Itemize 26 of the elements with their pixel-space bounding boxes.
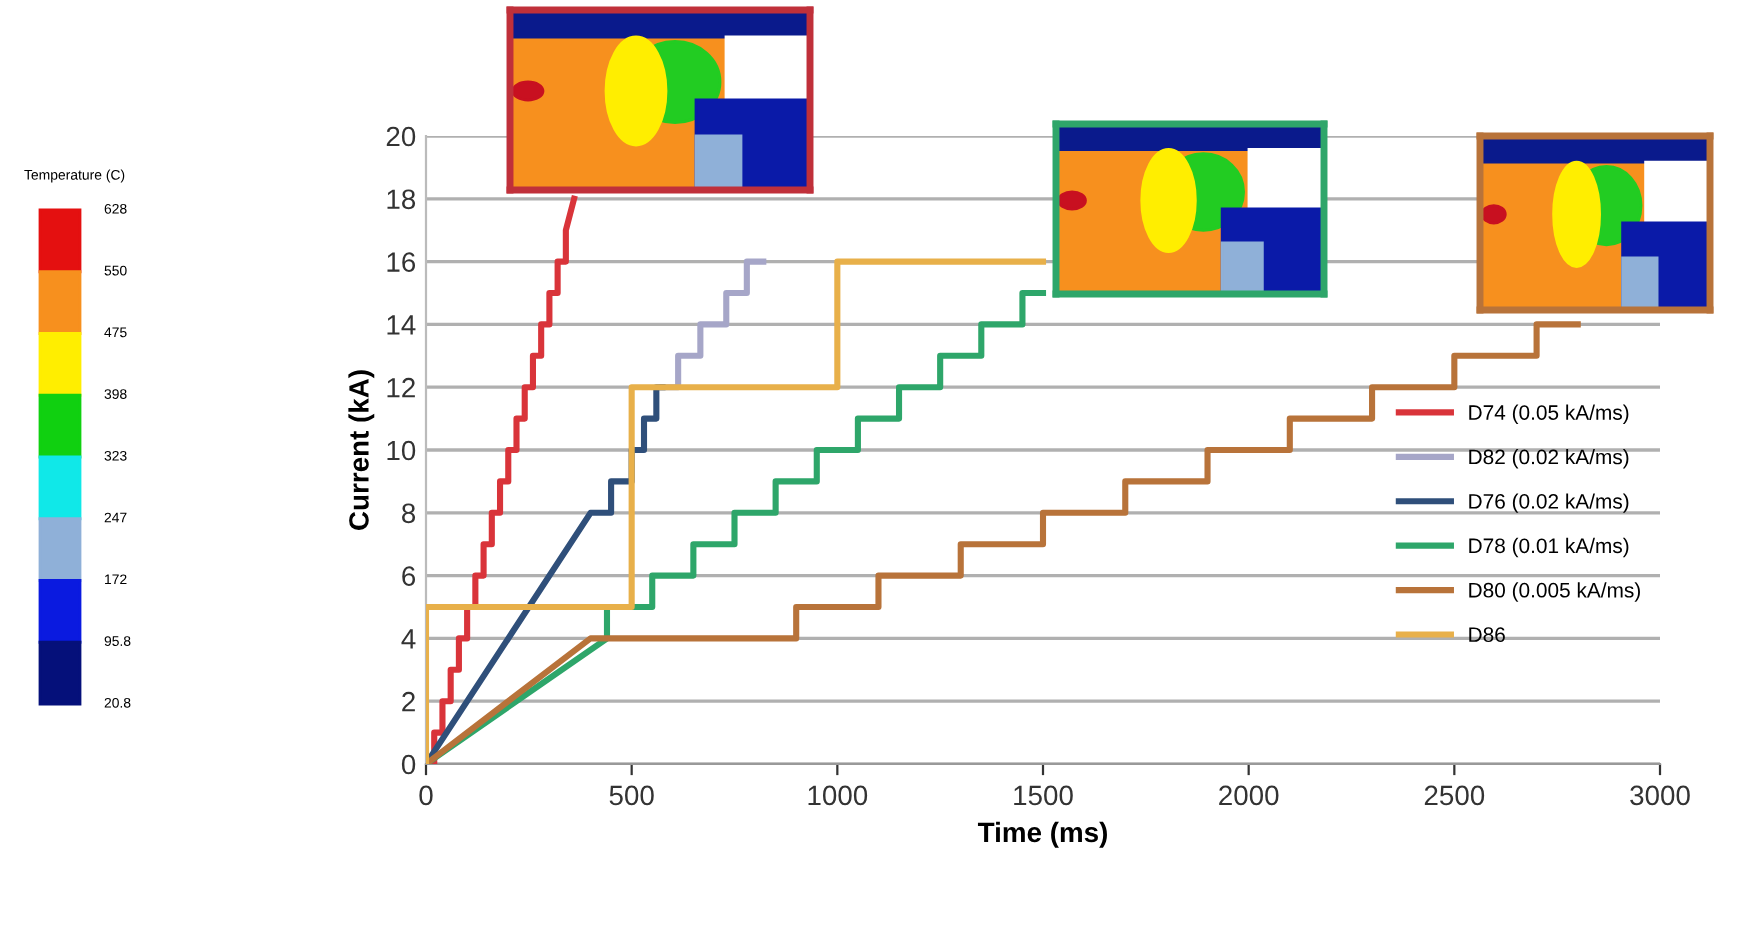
y-tick-label: 2 bbox=[402, 691, 415, 712]
legend-label: D76 (0.02 kA/ms) bbox=[1469, 493, 1629, 513]
x-tick-label: 1000 bbox=[808, 785, 868, 806]
legend-label: D74 (0.05 kA/ms) bbox=[1469, 404, 1629, 425]
x-tick-label: 2000 bbox=[1219, 785, 1279, 806]
y-tick-label: 4 bbox=[401, 629, 416, 649]
legend-label: D78 (0.01 kA/ms) bbox=[1469, 537, 1629, 558]
x-tick-label: 1500 bbox=[1014, 785, 1073, 806]
y-tick-label: 20 bbox=[386, 126, 416, 147]
y-tick-label: 12 bbox=[387, 377, 415, 398]
legend-label: D82 (0.02 kA/ms) bbox=[1469, 449, 1629, 469]
legend-label: D86 bbox=[1469, 627, 1505, 642]
y-tick-label: 14 bbox=[387, 315, 416, 335]
y-tick-label: 10 bbox=[387, 440, 416, 461]
x-tick-label: 3000 bbox=[1630, 785, 1690, 806]
y-axis-title: Current (kA) bbox=[348, 370, 375, 530]
y-tick-label: 6 bbox=[402, 566, 416, 586]
y-tick-label: 0 bbox=[401, 754, 416, 775]
x-axis-title: Time (ms) bbox=[977, 821, 1107, 848]
x-tick-label: 0 bbox=[419, 785, 433, 806]
x-tick-label: 500 bbox=[609, 785, 654, 806]
y-tick-label: 8 bbox=[402, 503, 416, 524]
legend-label: D80 (0.005 kA/ms) bbox=[1469, 582, 1640, 602]
y-tick-label: 18 bbox=[387, 189, 416, 210]
y-tick-label: 16 bbox=[387, 252, 416, 272]
x-tick-label: 2500 bbox=[1424, 785, 1485, 806]
